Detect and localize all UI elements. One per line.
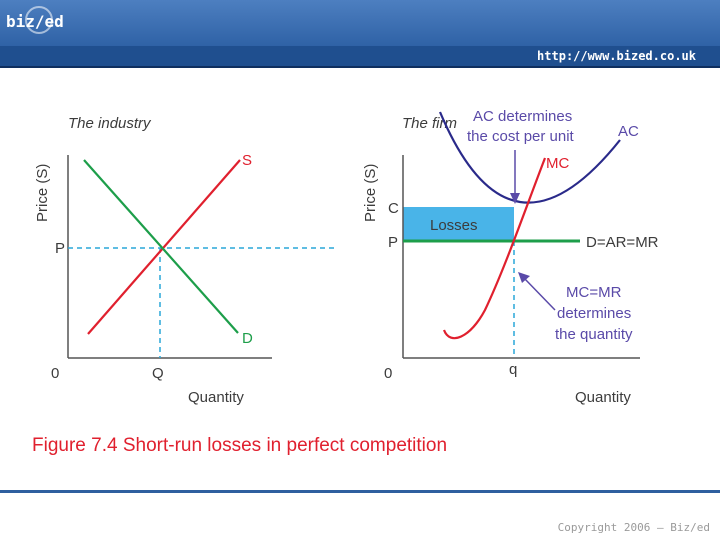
marginal-cost-curve (442, 157, 547, 340)
ac-note-line2: the cost per unit (467, 128, 575, 145)
url-bar: http://www.bized.co.uk (0, 46, 720, 68)
industry-origin: 0 (51, 365, 59, 382)
firm-c-label: C (388, 200, 399, 217)
firm-origin: 0 (384, 365, 392, 382)
industry-q-label: Q (152, 365, 164, 382)
supply-label: S (242, 152, 252, 169)
logo-ring (25, 6, 53, 34)
ac-note-arrowhead (510, 193, 520, 204)
mc-label: MC (546, 155, 569, 172)
bized-logo[interactable]: biz/ed (6, 12, 64, 31)
industry-p-label: P (55, 240, 65, 257)
industry-title: The industry (68, 115, 152, 132)
firm-p-label: P (388, 234, 398, 251)
footer-divider (0, 490, 720, 493)
ac-note-line1: AC determines (473, 108, 572, 125)
supply-curve (87, 159, 241, 335)
d-ar-mr-label: D=AR=MR (586, 234, 659, 251)
mc-note-line2: determines (557, 305, 631, 322)
mc-note-arrow (523, 277, 556, 311)
mc-note-arrowhead (518, 272, 530, 283)
copyright-text: Copyright 2006 – Biz/ed (557, 521, 710, 534)
demand-label: D (242, 330, 253, 347)
mc-note-line3: the quantity (555, 326, 633, 343)
average-cost-curve (438, 111, 621, 204)
header-bar: biz/ed (0, 0, 720, 46)
firm-q-label: q (509, 361, 517, 378)
perfect-competition-figure: The industry Price (S) 0 Quantity P Q S … (32, 108, 659, 456)
demand-curve (83, 159, 239, 334)
losses-area (403, 207, 514, 241)
industry-x-axis-label: Quantity (188, 389, 244, 406)
mc-note-line1: MC=MR (566, 284, 622, 301)
figure-caption: Figure 7.4 Short-run losses in perfect c… (32, 435, 447, 456)
industry-y-axis-label: Price (S) (34, 164, 51, 222)
ac-label: AC (618, 123, 639, 140)
losses-label: Losses (430, 217, 478, 234)
site-url[interactable]: http://www.bized.co.uk (537, 49, 696, 63)
firm-x-axis-label: Quantity (575, 389, 631, 406)
firm-y-axis-label: Price (S) (362, 164, 379, 222)
